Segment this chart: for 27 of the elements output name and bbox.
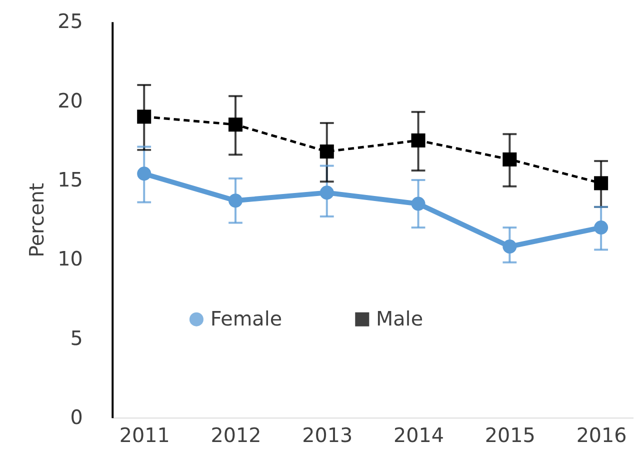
y-tick-label: 0 [70,406,83,430]
legend-label: Female [210,307,282,330]
point [228,194,243,208]
y-tick-label: 10 [58,248,83,271]
x-tick-label: 2012 [210,424,262,447]
x-tick-label: 2014 [394,424,444,447]
point [411,133,426,148]
y-axis-title: Percent [26,182,49,258]
point [137,166,152,181]
point [228,118,243,132]
point [320,186,334,200]
point [411,196,426,211]
point [137,110,152,124]
point [502,240,517,254]
point [502,152,517,166]
legend-label: Male [376,307,424,330]
x-tick-label: 2015 [484,424,536,447]
point [594,220,608,235]
x-tick-label: 2013 [302,424,353,447]
x-tick-label: 2016 [576,424,627,447]
y-tick-label: 15 [58,168,83,192]
y-tick-label: 5 [70,326,83,350]
point [320,144,334,159]
y-tick-label: 25 [58,10,83,34]
x-tick-label: 2011 [119,424,170,447]
point [594,176,608,190]
y-tick-label: 20 [58,89,83,112]
